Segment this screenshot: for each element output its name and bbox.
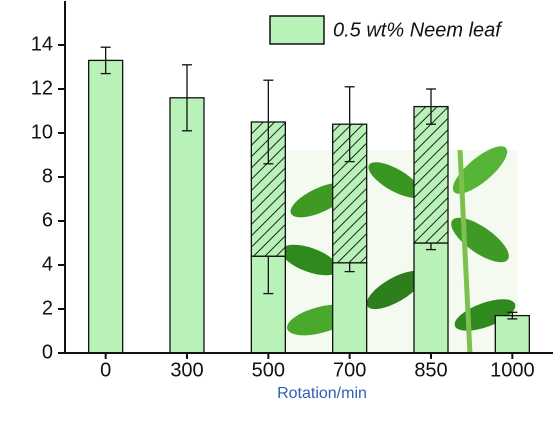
bar xyxy=(494,314,530,354)
x-tick-label: 500 xyxy=(252,359,285,381)
legend-label: 0.5 wt% Neem leaf xyxy=(333,19,503,41)
bar xyxy=(332,262,368,354)
bar xyxy=(169,97,205,354)
x-tick-label: 0 xyxy=(100,359,111,381)
x-tick-label: 1000 xyxy=(490,359,535,381)
legend: 0.5 wt% Neem leaf xyxy=(269,15,503,45)
y-tick-label: 10 xyxy=(31,121,53,143)
x-tick-label: 850 xyxy=(414,359,447,381)
bar xyxy=(88,59,124,354)
y-tick-label: 8 xyxy=(42,165,53,187)
y-tick-label: 4 xyxy=(42,253,53,275)
y-tick-label: 0 xyxy=(42,341,53,363)
leaf-image xyxy=(281,146,518,355)
x-axis-label: Rotation/min xyxy=(277,385,367,402)
y-tick-label: 2 xyxy=(42,297,53,319)
x-tick-label: 300 xyxy=(170,359,203,381)
legend-swatch xyxy=(269,15,325,45)
bar xyxy=(413,242,449,354)
x-tick-label: 700 xyxy=(333,359,366,381)
y-tick-label: 12 xyxy=(31,77,53,99)
bar xyxy=(413,105,449,244)
y-tick-label: 14 xyxy=(31,33,53,55)
y-tick-label: 6 xyxy=(42,209,53,231)
